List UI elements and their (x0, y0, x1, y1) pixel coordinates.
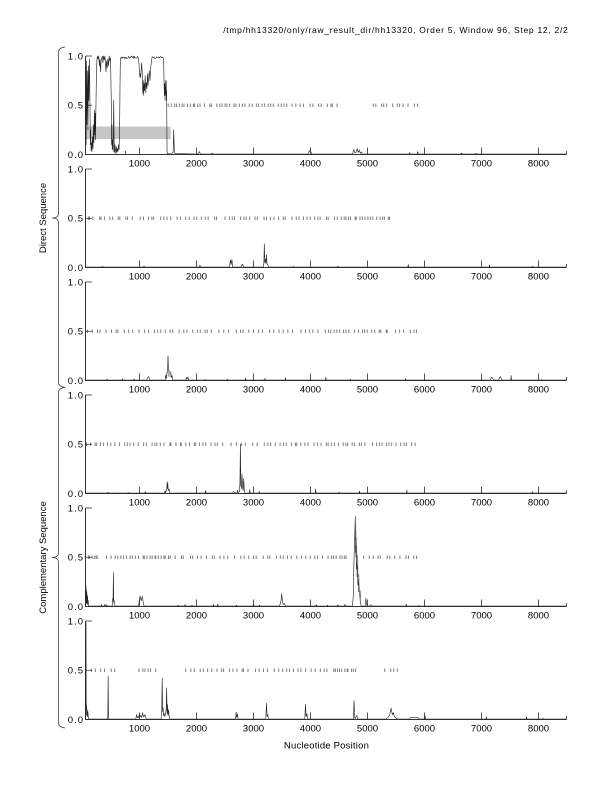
svg-text:6000: 6000 (414, 159, 435, 170)
svg-text:4000: 4000 (300, 724, 321, 735)
svg-text:1.0: 1.0 (68, 503, 84, 514)
svg-text:5000: 5000 (357, 611, 378, 622)
svg-text:7000: 7000 (471, 272, 492, 283)
svg-text:3000: 3000 (243, 611, 264, 622)
svg-text:6000: 6000 (414, 724, 435, 735)
svg-text:1000: 1000 (129, 724, 150, 735)
svg-text:1.0: 1.0 (68, 390, 84, 401)
svg-text:5000: 5000 (357, 272, 378, 283)
svg-text:8000: 8000 (528, 724, 549, 735)
svg-text:0.5: 0.5 (68, 327, 84, 338)
svg-text:5000: 5000 (357, 159, 378, 170)
svg-text:4000: 4000 (300, 611, 321, 622)
svg-text:Nucleotide Position: Nucleotide Position (284, 741, 369, 752)
svg-text:1.0: 1.0 (68, 164, 84, 175)
svg-text:3000: 3000 (243, 498, 264, 509)
svg-text:1000: 1000 (129, 385, 150, 396)
svg-text:7000: 7000 (471, 385, 492, 396)
svg-text:0.5: 0.5 (68, 440, 84, 451)
svg-text:0.0: 0.0 (68, 489, 84, 500)
svg-text:3000: 3000 (243, 159, 264, 170)
svg-text:0.0: 0.0 (68, 715, 84, 726)
svg-text:0.5: 0.5 (68, 666, 84, 677)
svg-text:8000: 8000 (528, 159, 549, 170)
svg-text:0.0: 0.0 (68, 263, 84, 274)
svg-text:5000: 5000 (357, 498, 378, 509)
svg-text:Complementary Sequence: Complementary Sequence (38, 501, 49, 613)
svg-text:5000: 5000 (357, 724, 378, 735)
svg-text:1.0: 1.0 (68, 277, 84, 288)
svg-text:2000: 2000 (186, 272, 207, 283)
svg-text:1000: 1000 (129, 498, 150, 509)
svg-text:0.5: 0.5 (68, 553, 84, 564)
svg-text:6000: 6000 (414, 272, 435, 283)
svg-text:3000: 3000 (243, 272, 264, 283)
svg-text:0.0: 0.0 (68, 602, 84, 613)
svg-text:Direct Sequence: Direct Sequence (38, 183, 49, 253)
svg-text:/tmp/hh13320/only/raw_result_d: /tmp/hh13320/only/raw_result_dir/hh13320… (223, 25, 568, 35)
svg-text:4000: 4000 (300, 498, 321, 509)
svg-text:8000: 8000 (528, 385, 549, 396)
svg-text:3000: 3000 (243, 385, 264, 396)
svg-text:4000: 4000 (300, 272, 321, 283)
svg-text:1.0: 1.0 (68, 616, 84, 627)
svg-text:7000: 7000 (471, 724, 492, 735)
svg-text:7000: 7000 (471, 498, 492, 509)
svg-text:0.0: 0.0 (68, 150, 84, 161)
svg-text:2000: 2000 (186, 611, 207, 622)
svg-text:7000: 7000 (471, 159, 492, 170)
svg-text:8000: 8000 (528, 611, 549, 622)
svg-text:1000: 1000 (129, 159, 150, 170)
svg-text:2000: 2000 (186, 159, 207, 170)
svg-text:4000: 4000 (300, 385, 321, 396)
svg-text:1000: 1000 (129, 272, 150, 283)
svg-text:3000: 3000 (243, 724, 264, 735)
svg-text:6000: 6000 (414, 611, 435, 622)
svg-text:2000: 2000 (186, 724, 207, 735)
svg-text:2000: 2000 (186, 498, 207, 509)
svg-text:8000: 8000 (528, 498, 549, 509)
svg-text:8000: 8000 (528, 272, 549, 283)
svg-text:1000: 1000 (129, 611, 150, 622)
svg-text:5000: 5000 (357, 385, 378, 396)
svg-text:2000: 2000 (186, 385, 207, 396)
svg-text:7000: 7000 (471, 611, 492, 622)
svg-text:0.5: 0.5 (68, 101, 84, 112)
svg-text:0.5: 0.5 (68, 214, 84, 225)
svg-text:6000: 6000 (414, 385, 435, 396)
svg-text:6000: 6000 (414, 498, 435, 509)
svg-text:0.0: 0.0 (68, 376, 84, 387)
svg-text:4000: 4000 (300, 159, 321, 170)
svg-text:1.0: 1.0 (68, 51, 84, 62)
